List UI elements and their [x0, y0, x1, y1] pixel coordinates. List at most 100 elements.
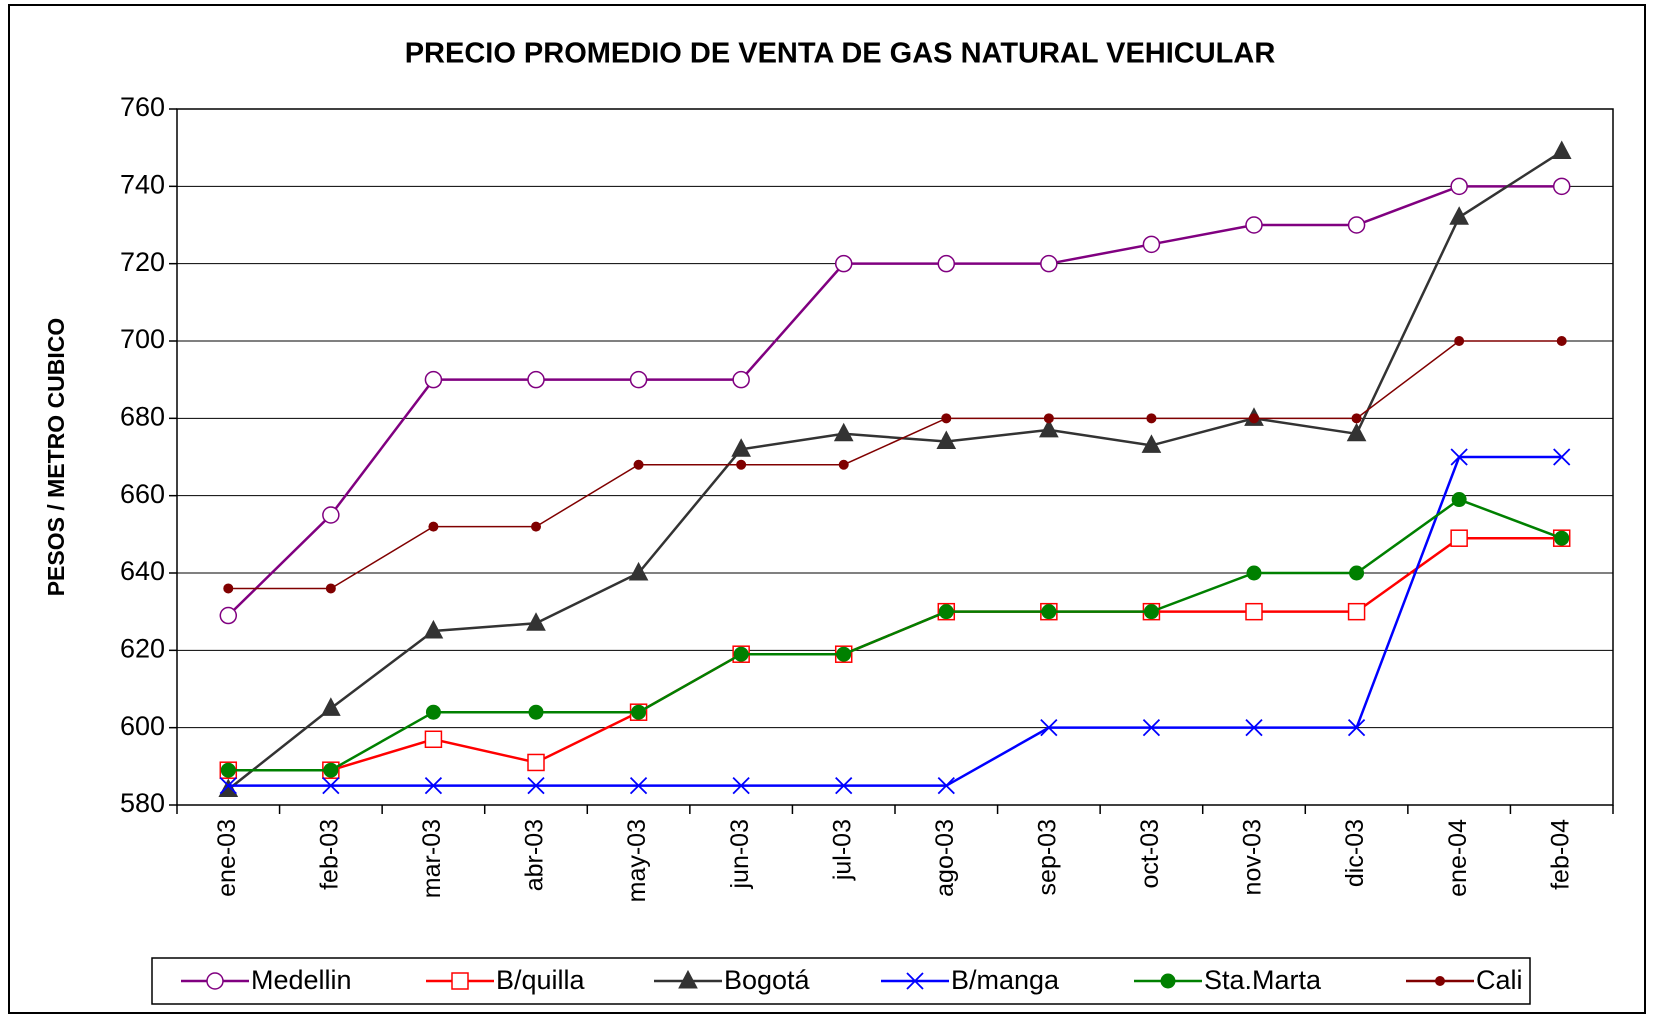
data-point [1245, 602, 1263, 621]
y-tick-label: 700 [120, 324, 165, 354]
series-line [227, 185, 1562, 617]
data-point [1141, 434, 1162, 453]
plot-area [177, 109, 1613, 805]
data-point [423, 619, 444, 639]
data-point [1040, 719, 1058, 737]
x-tick-label: sep-03 [1033, 819, 1061, 895]
data-point [631, 704, 647, 720]
series [219, 177, 1571, 625]
data-point [731, 438, 751, 457]
y-tick-label: 640 [120, 556, 165, 586]
x-tick-label: dic-03 [1341, 819, 1369, 887]
legend-marker [678, 969, 698, 989]
data-point [1351, 413, 1362, 424]
x-tick-label: ago-03 [931, 819, 959, 897]
y-tick-label: 620 [120, 633, 165, 663]
legend-label: Medellin [251, 965, 352, 995]
y-tick-label: 760 [120, 92, 165, 122]
data-point [322, 777, 340, 795]
y-tick-label: 660 [120, 479, 165, 509]
data-point [323, 762, 339, 778]
data-point [1040, 254, 1058, 273]
data-point [1143, 604, 1159, 620]
data-point [835, 777, 853, 795]
data-point [733, 646, 749, 662]
data-point [1552, 177, 1571, 196]
data-point [833, 422, 854, 442]
x-tick-label: nov-03 [1239, 819, 1267, 895]
y-tick-label: 580 [120, 788, 165, 818]
series [219, 448, 1571, 795]
data-point [531, 521, 541, 532]
x-tick-label: mar-03 [418, 819, 446, 898]
y-tick-label: 600 [120, 711, 165, 741]
data-point [736, 459, 747, 470]
data-point [527, 753, 545, 772]
x-tick-label: jun-03 [726, 819, 754, 890]
data-point [1346, 422, 1367, 442]
chart-title: PRECIO PROMEDIO DE VENTA DE GAS NATURAL … [405, 38, 1276, 70]
data-point [1553, 448, 1571, 466]
data-point [1249, 413, 1259, 424]
data-point [1349, 565, 1365, 581]
data-point [836, 646, 852, 662]
series-line [227, 150, 1563, 791]
x-tick-label: oct-03 [1136, 819, 1164, 888]
legend-marker [906, 972, 924, 990]
legend-marker [1160, 973, 1176, 989]
data-point [1039, 418, 1059, 438]
data-point [219, 606, 238, 625]
data-point [1449, 206, 1469, 225]
data-point [1347, 719, 1366, 737]
data-point [223, 583, 234, 594]
legend-marker [451, 972, 469, 990]
x-tick-label: feb-03 [315, 819, 343, 890]
data-point [1146, 413, 1157, 424]
legend-item: Cali [1406, 965, 1523, 995]
x-tick-label: feb-04 [1546, 819, 1574, 890]
data-point [1347, 216, 1366, 234]
data-point [1554, 530, 1570, 546]
legend-marker [206, 972, 224, 990]
data-point [1451, 492, 1467, 508]
data-point [424, 370, 443, 389]
x-tick-label: abr-03 [521, 819, 549, 891]
series-line [228, 498, 1563, 772]
data-point [633, 459, 644, 470]
series-line [228, 455, 1562, 787]
data-point [1246, 565, 1262, 581]
y-axis-label: PESOS / METRO CUBICO [43, 318, 69, 597]
data-point [834, 254, 853, 273]
data-point [1450, 448, 1468, 466]
data-point [1245, 216, 1263, 234]
data-point [628, 561, 649, 581]
y-tick-label: 680 [120, 401, 165, 431]
data-point [936, 430, 957, 450]
data-point [528, 704, 544, 720]
data-point [1142, 719, 1161, 737]
data-point [424, 777, 443, 795]
data-point [527, 370, 545, 389]
data-point [1041, 604, 1057, 620]
data-point [428, 521, 439, 532]
y-tick-label: 720 [120, 247, 165, 277]
legend-item: B/manga [881, 965, 1060, 995]
data-point [937, 254, 956, 273]
legend-marker [1435, 976, 1445, 986]
legend-label: B/manga [951, 965, 1060, 995]
series-line [228, 340, 1562, 590]
legend-box [151, 957, 1531, 1005]
data-point [1454, 336, 1465, 346]
data-point [629, 777, 648, 795]
data-point [838, 459, 849, 470]
data-point [937, 777, 955, 795]
legend-item: Bogotá [654, 965, 811, 995]
data-point [322, 506, 340, 524]
data-point [219, 777, 237, 795]
legend-item: Medellin [181, 965, 352, 995]
legend-label: Cali [1476, 965, 1523, 995]
data-point [1245, 719, 1263, 737]
data-point [321, 697, 341, 716]
data-point [732, 777, 750, 795]
